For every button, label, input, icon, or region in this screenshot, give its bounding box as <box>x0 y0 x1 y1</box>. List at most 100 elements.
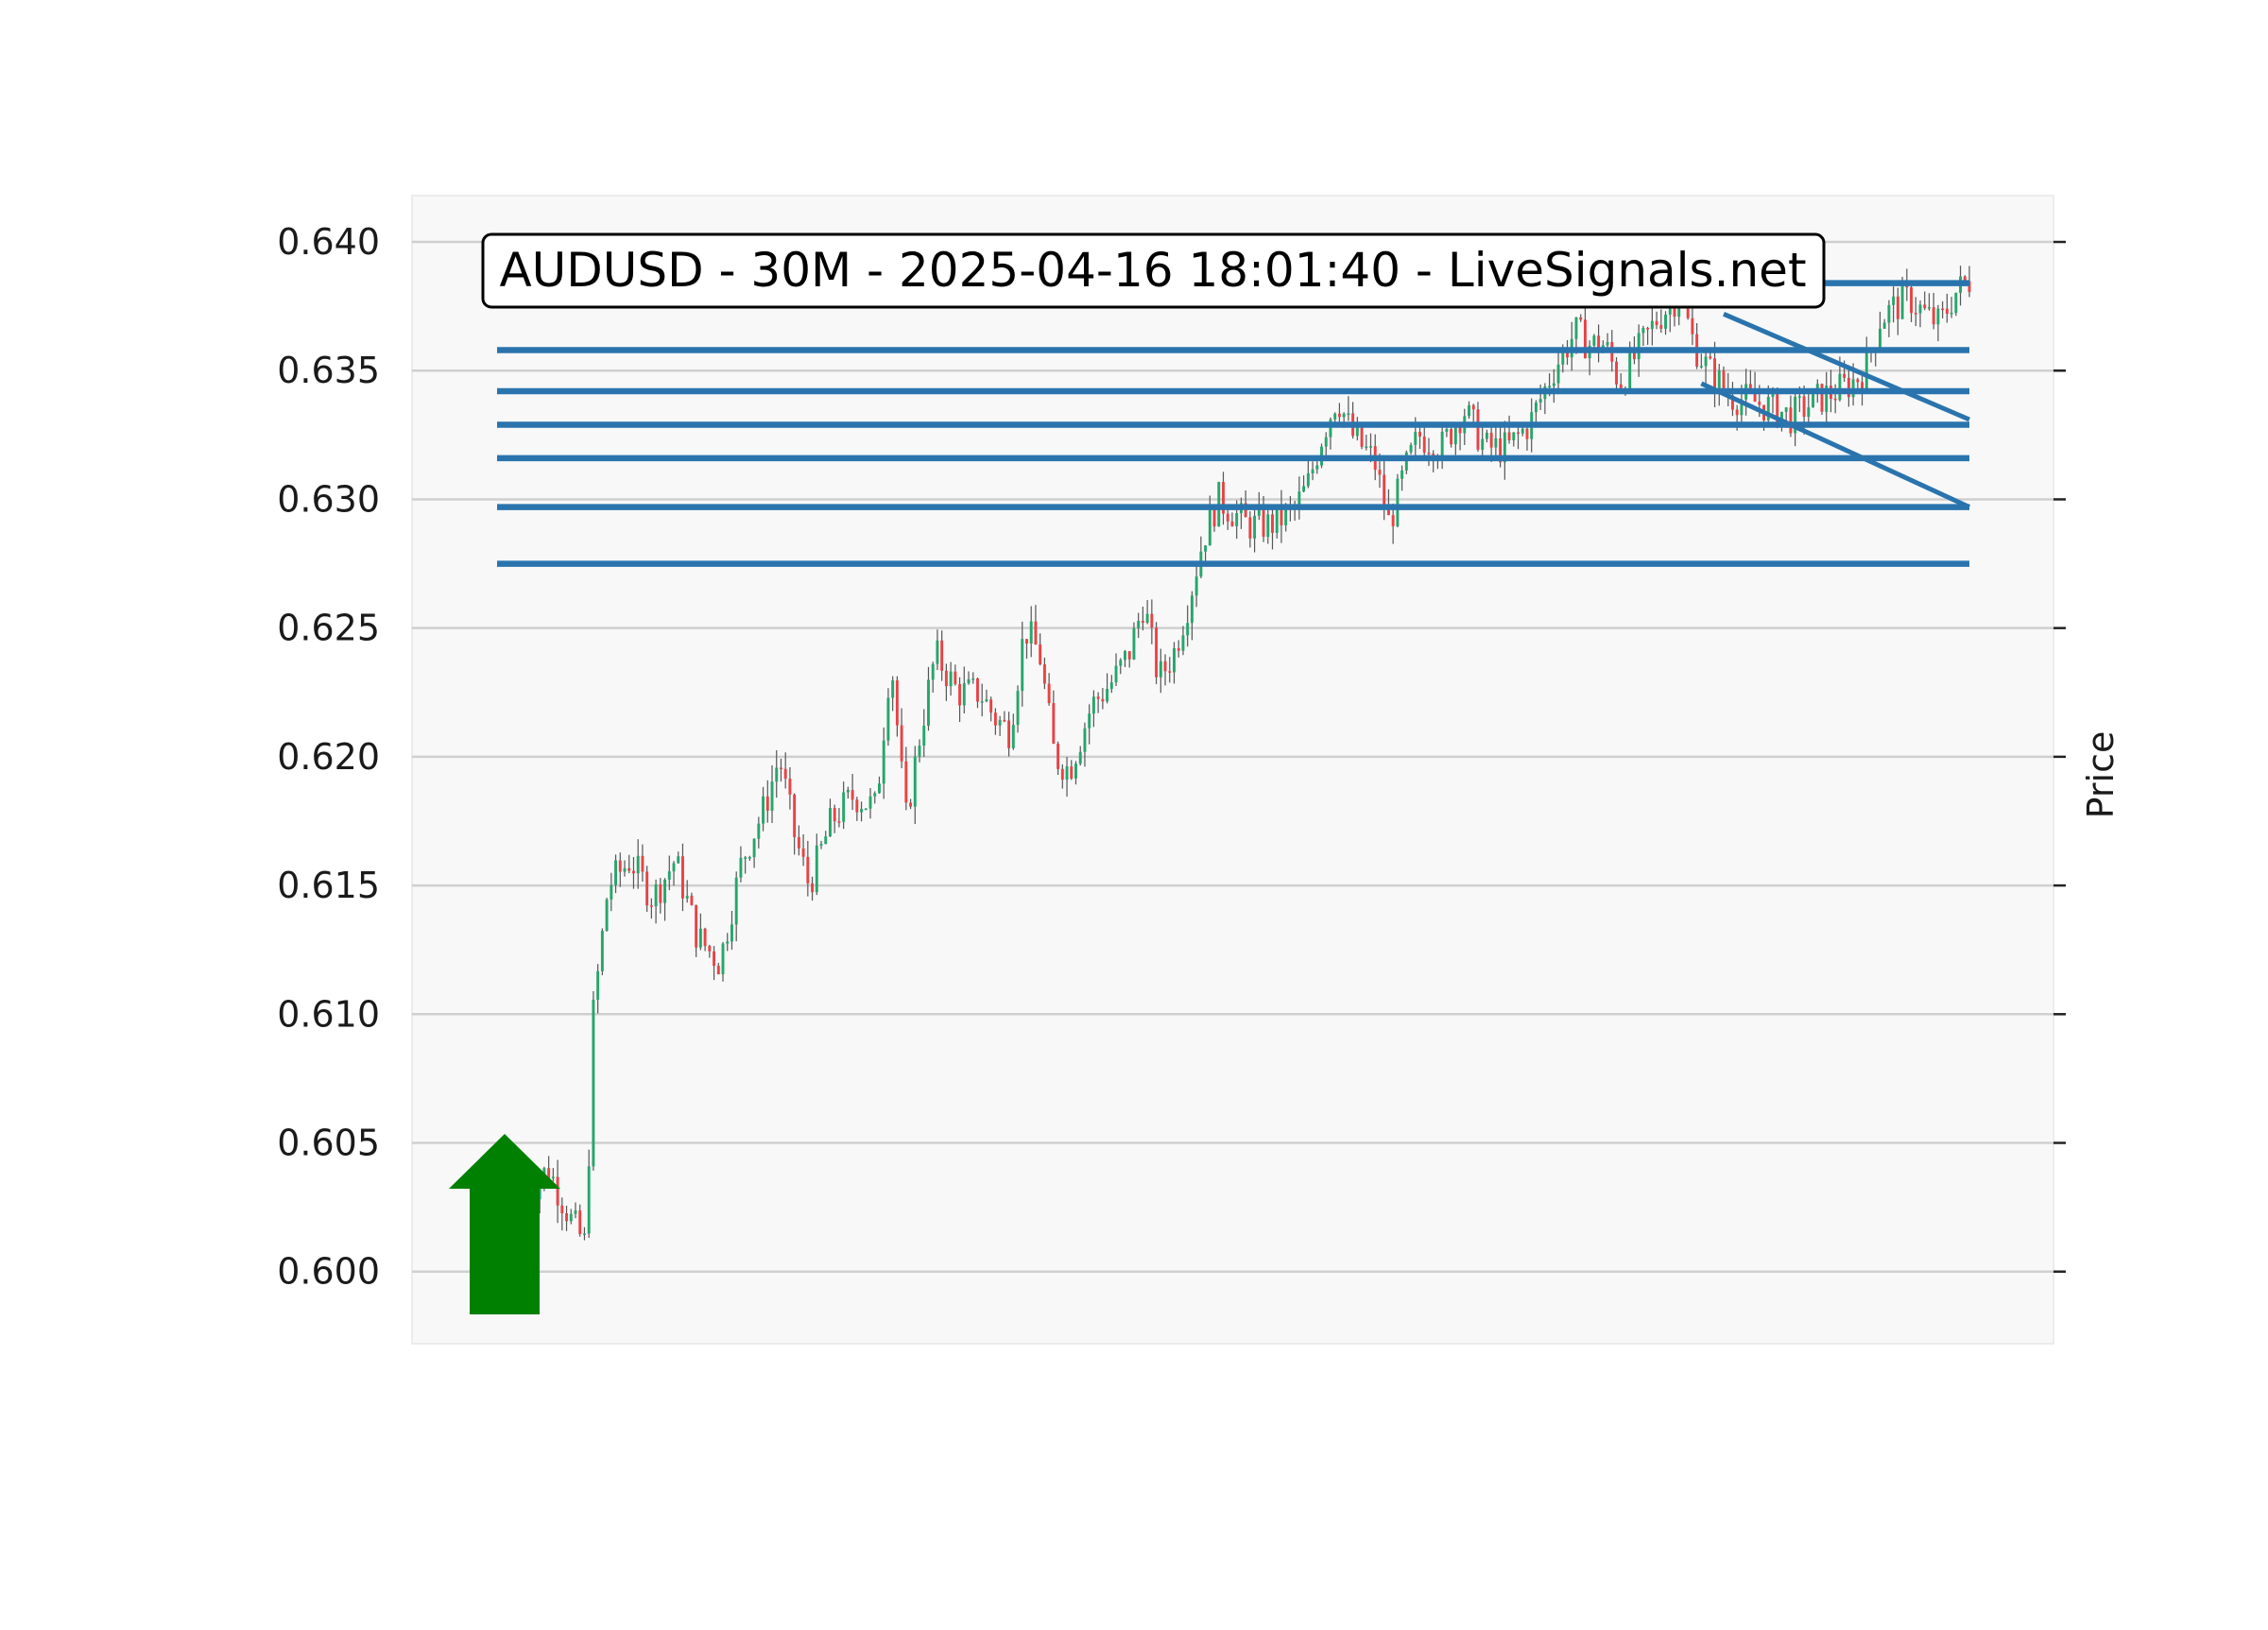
candle-body <box>1342 413 1346 418</box>
candle-body <box>1052 703 1056 745</box>
candle-body <box>1106 689 1109 702</box>
candle-body <box>1668 303 1672 315</box>
candle-body <box>596 970 600 1001</box>
candle-body <box>1329 419 1332 438</box>
candle-body <box>1896 296 1899 319</box>
candle-body <box>1963 276 1967 282</box>
y-tick-label: 0.620 <box>277 736 380 778</box>
candle-body <box>1641 328 1645 334</box>
candle-body <box>1337 413 1341 418</box>
candle-body <box>716 966 720 975</box>
candle-body <box>811 883 815 893</box>
candle-body <box>1489 432 1493 448</box>
candle-body <box>739 857 743 878</box>
candle-body <box>1548 386 1552 387</box>
candle-body <box>667 871 671 880</box>
plot-area <box>411 195 2054 1345</box>
candle-body <box>967 678 971 684</box>
candle-body <box>864 808 868 811</box>
candle-body <box>1597 335 1601 353</box>
candle-body <box>1450 429 1453 445</box>
candle-body <box>1315 465 1319 470</box>
candle-body <box>1512 432 1516 440</box>
candle-body <box>708 946 712 952</box>
candle-body <box>1029 621 1033 644</box>
candle-body <box>1244 503 1247 518</box>
candle-body <box>1838 373 1842 401</box>
candle-body <box>1918 304 1922 314</box>
candle-body <box>927 679 930 727</box>
candle-body <box>1521 428 1524 434</box>
candle-body <box>801 848 805 857</box>
candle-body <box>1025 639 1028 644</box>
candle-body <box>1386 506 1390 516</box>
candle-body <box>1003 719 1006 722</box>
candle-body <box>1253 515 1257 539</box>
candle-body <box>1181 635 1185 651</box>
candle-body <box>891 680 895 698</box>
candle-body <box>944 670 948 687</box>
candle-body <box>1825 386 1829 412</box>
candle-body <box>1717 370 1721 392</box>
candle-body <box>1127 651 1131 660</box>
candle-body <box>1284 506 1288 525</box>
candle-body <box>1659 325 1663 329</box>
candle-body <box>1673 303 1676 317</box>
candle-body <box>1271 514 1274 533</box>
candle-body <box>1677 302 1681 317</box>
y-tick-label: 0.625 <box>277 608 380 649</box>
candle-body <box>685 895 689 899</box>
candle-body <box>815 845 818 893</box>
candle-body <box>1186 623 1190 636</box>
candle-body <box>824 836 828 845</box>
candle-body <box>1628 349 1632 391</box>
candle-body <box>998 719 1002 726</box>
candle-body <box>569 1213 573 1222</box>
candle-body <box>1789 407 1793 434</box>
candle-body <box>819 844 823 846</box>
candle-body <box>1887 304 1891 323</box>
candle-body <box>1088 713 1091 729</box>
candle-body <box>833 808 836 822</box>
candle-body <box>1561 349 1565 365</box>
candle-body <box>1861 382 1864 391</box>
candle-body <box>1070 766 1074 779</box>
up-arrow-icon <box>449 1134 560 1314</box>
candle-body <box>793 794 797 837</box>
candle-body <box>600 931 604 971</box>
candle-body <box>649 905 653 907</box>
candle-body <box>765 796 769 812</box>
candle-body <box>1306 472 1310 487</box>
candle-body <box>578 1210 582 1234</box>
candle-body <box>1427 453 1431 455</box>
candle-body <box>1923 304 1927 309</box>
candle-body <box>1910 287 1914 314</box>
candle-body <box>645 871 649 906</box>
candle-body <box>1039 644 1042 665</box>
candle-body <box>1632 349 1636 360</box>
candle-body <box>1396 478 1400 526</box>
candle-body <box>1748 384 1752 390</box>
candle-body <box>1369 446 1372 448</box>
candle-body <box>1383 474 1386 507</box>
candle-body <box>850 790 854 800</box>
candle-body <box>940 640 944 671</box>
candle-body <box>1226 513 1229 522</box>
candle-body <box>734 877 738 925</box>
candle-body <box>1445 429 1449 432</box>
candle-body <box>1735 409 1739 416</box>
candle-body <box>627 867 631 871</box>
candle-body <box>922 726 926 746</box>
candle-body <box>565 1212 569 1222</box>
candle-body <box>698 928 702 948</box>
candle-body <box>641 855 644 872</box>
candle-body <box>1222 482 1225 514</box>
candle-body <box>842 792 846 822</box>
title-box: AUDUSD - 30M - 2025-04-16 18:01:40 - Liv… <box>481 232 1826 309</box>
candle-body <box>1190 595 1194 624</box>
candle-body <box>918 746 921 757</box>
candle-body <box>1538 399 1542 403</box>
candle-body <box>1114 665 1118 683</box>
candle-body <box>1248 517 1252 539</box>
candle-body <box>1007 720 1011 748</box>
